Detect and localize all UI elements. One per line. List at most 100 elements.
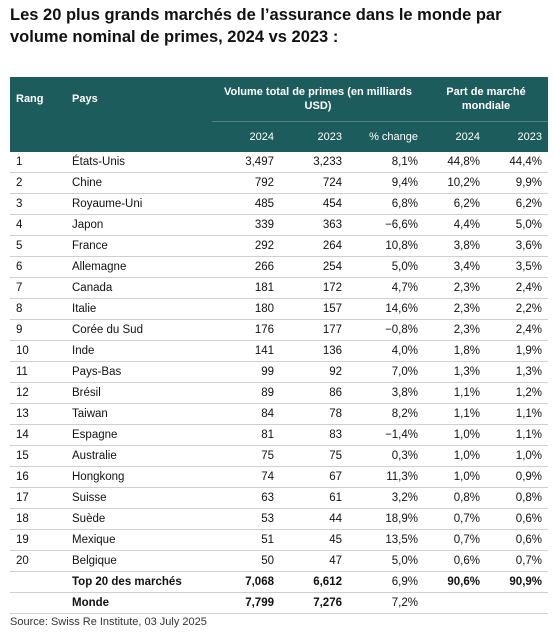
value-cell: −1,4%: [348, 424, 424, 446]
column-header: 2023: [280, 121, 348, 152]
value-cell: 18,9%: [348, 508, 424, 530]
value-cell: −0,8%: [348, 319, 424, 341]
value-cell: 264: [280, 235, 348, 257]
value-cell: 4,0%: [348, 340, 424, 362]
value-cell: 44,4%: [486, 152, 549, 173]
country-cell: Pays-Bas: [66, 361, 212, 383]
table-row: 13 Taiwan 84 78 8,2% 1,1% 1,1%: [10, 403, 549, 425]
table-row: 6 Allemagne 266 254 5,0% 3,4% 3,5%: [10, 256, 549, 278]
value-cell: 1,0%: [424, 445, 486, 467]
value-cell: 5,0%: [486, 214, 549, 236]
rank-cell: 2: [10, 172, 66, 194]
country-cell: Belgique: [66, 550, 212, 572]
rank-cell: 11: [10, 361, 66, 383]
value-cell: 1,1%: [424, 403, 486, 425]
table-row: 2 Chine 792 724 9,4% 10,2% 9,9%: [10, 172, 549, 194]
value-cell: 51: [212, 529, 280, 551]
value-cell: 157: [280, 298, 348, 320]
country-cell: Inde: [66, 340, 212, 362]
country-cell: Corée du Sud: [66, 319, 212, 341]
rank-cell: 6: [10, 256, 66, 278]
value-cell: 3,4%: [424, 256, 486, 278]
value-cell: 89: [212, 382, 280, 404]
value-cell: 266: [212, 256, 280, 278]
value-cell: 4,4%: [424, 214, 486, 236]
table-row: 4 Japon 339 363 −6,6% 4,4% 5,0%: [10, 214, 549, 236]
rank-cell: 12: [10, 382, 66, 404]
value-cell: 8,1%: [348, 152, 424, 173]
value-cell: 75: [280, 445, 348, 467]
value-cell: 13,5%: [348, 529, 424, 551]
rank-cell: 1: [10, 152, 66, 173]
table-header: Rang Pays Volume total de primes (en mil…: [10, 77, 549, 152]
country-cell: Mexique: [66, 529, 212, 551]
value-cell: 9,9%: [486, 172, 549, 194]
table-row: 17 Suisse 63 61 3,2% 0,8% 0,8%: [10, 487, 549, 509]
value-cell: 2,2%: [486, 298, 549, 320]
value-cell: 44: [280, 508, 348, 530]
value-cell: 75: [212, 445, 280, 467]
country-cell: Allemagne: [66, 256, 212, 278]
value-cell: 7,2%: [348, 592, 424, 614]
value-cell: 7,0%: [348, 361, 424, 383]
country-cell: France: [66, 235, 212, 257]
empty-cell: [424, 592, 486, 614]
country-cell: Brésil: [66, 382, 212, 404]
value-cell: 90,6%: [424, 571, 486, 593]
column-header: 2023: [486, 121, 549, 152]
value-cell: 2,4%: [486, 319, 549, 341]
table-row: 10 Inde 141 136 4,0% 1,8% 1,9%: [10, 340, 549, 362]
header-cell: Pays: [66, 77, 212, 122]
value-cell: 86: [280, 382, 348, 404]
source: Source: Swiss Re Institute, 03 July 2025: [10, 616, 207, 628]
value-cell: 792: [212, 172, 280, 194]
rank-cell: 17: [10, 487, 66, 509]
value-cell: 724: [280, 172, 348, 194]
table-row: 16 Hongkong 74 67 11,3% 1,0% 0,9%: [10, 466, 549, 488]
value-cell: 1,8%: [424, 340, 486, 362]
value-cell: 1,0%: [424, 424, 486, 446]
country-cell: Espagne: [66, 424, 212, 446]
value-cell: 3,233: [280, 152, 348, 173]
table-row: 8 Italie 180 157 14,6% 2,3% 2,2%: [10, 298, 549, 320]
market-table: Rang Pays Volume total de primes (en mil…: [10, 77, 549, 614]
value-cell: 454: [280, 193, 348, 215]
value-cell: 1,2%: [486, 382, 549, 404]
value-cell: 50: [212, 550, 280, 572]
header-group: Volume total de primes (en milliards USD…: [212, 77, 424, 122]
value-cell: 6,2%: [424, 193, 486, 215]
value-cell: 5,0%: [348, 550, 424, 572]
rank-cell: 7: [10, 277, 66, 299]
value-cell: 2,3%: [424, 277, 486, 299]
country-cell: États-Unis: [66, 152, 212, 173]
value-cell: 3,6%: [486, 235, 549, 257]
value-cell: 84: [212, 403, 280, 425]
value-cell: 6,612: [280, 571, 348, 593]
column-header: 2024: [424, 121, 486, 152]
value-cell: 44,8%: [424, 152, 486, 173]
value-cell: 136: [280, 340, 348, 362]
value-cell: 61: [280, 487, 348, 509]
value-cell: 67: [280, 466, 348, 488]
value-cell: 0,6%: [486, 508, 549, 530]
table-row: 3 Royaume-Uni 485 454 6,8% 6,2% 6,2%: [10, 193, 549, 215]
value-cell: 1,0%: [486, 445, 549, 467]
value-cell: 1,1%: [486, 424, 549, 446]
table-body: 1 États-Unis 3,497 3,233 8,1% 44,8% 44,4% 2 Chin…: [10, 152, 549, 614]
value-cell: 9,4%: [348, 172, 424, 194]
rank-cell: 3: [10, 193, 66, 215]
value-cell: 485: [212, 193, 280, 215]
header-group: Part de marché mondiale: [424, 77, 549, 122]
value-cell: 0,6%: [424, 550, 486, 572]
value-cell: 177: [280, 319, 348, 341]
value-cell: 1,1%: [486, 403, 549, 425]
rank-cell: 19: [10, 529, 66, 551]
value-cell: 14,6%: [348, 298, 424, 320]
rank-cell: 18: [10, 508, 66, 530]
value-cell: 181: [212, 277, 280, 299]
value-cell: 3,8%: [348, 382, 424, 404]
value-cell: 0,6%: [486, 529, 549, 551]
country-cell: Suisse: [66, 487, 212, 509]
header-cell: [66, 121, 212, 152]
value-cell: 53: [212, 508, 280, 530]
